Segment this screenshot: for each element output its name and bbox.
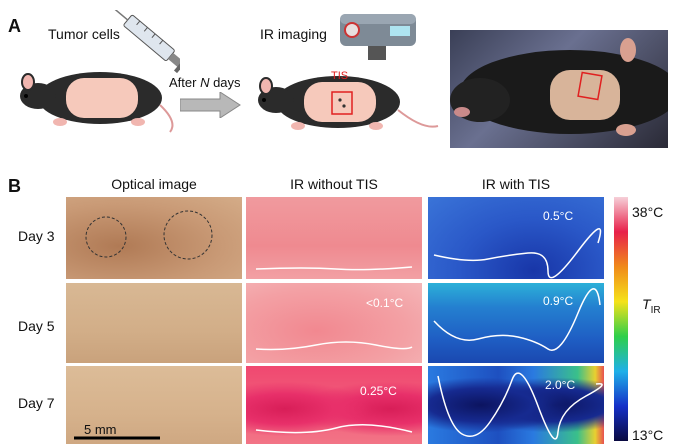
tumor-cells-label: Tumor cells bbox=[48, 26, 120, 42]
after-n-days-label: After N days bbox=[169, 75, 241, 90]
after-prefix: After bbox=[169, 75, 201, 90]
ir-without-tis-day5 bbox=[246, 283, 422, 363]
temperature-colorbar bbox=[614, 197, 628, 441]
mouse-with-syringe-illustration bbox=[20, 10, 180, 133]
optical-image-day3 bbox=[66, 197, 242, 279]
ir-without-tis-value-day5: <0.1°C bbox=[366, 296, 404, 310]
ir-with-tis-day7 bbox=[428, 366, 604, 444]
ir-with-tis-value-day7: 2.0°C bbox=[545, 378, 576, 392]
ir-without-tis-day7 bbox=[246, 366, 422, 444]
colorbar-var: T bbox=[642, 296, 651, 312]
after-var: N bbox=[200, 75, 210, 90]
scale-bar-label: 5 mm bbox=[84, 422, 117, 437]
colorbar-var-sub: IR bbox=[650, 304, 661, 316]
colorbar-min-label: 13°C bbox=[632, 427, 664, 443]
ir-without-tis-day3 bbox=[246, 197, 422, 279]
row-label-day7: Day 7 bbox=[18, 395, 55, 411]
mouse-photo bbox=[450, 30, 668, 148]
ir-with-tis-day5 bbox=[428, 283, 604, 363]
optical-image-day5 bbox=[66, 283, 242, 363]
optical-image-day7 bbox=[66, 366, 242, 444]
after-suffix: days bbox=[209, 75, 241, 90]
panel-a-letter: A bbox=[8, 16, 21, 36]
colorbar-variable-label: TIR bbox=[642, 296, 661, 316]
panel-b-letter: B bbox=[8, 176, 21, 196]
column-header-optical: Optical image bbox=[111, 176, 197, 192]
ir-camera-icon bbox=[340, 14, 416, 60]
ir-with-tis-value-day3: 0.5°C bbox=[543, 209, 574, 223]
ir-without-tis-value-day7: 0.25°C bbox=[360, 384, 397, 398]
ir-with-tis-value-day5: 0.9°C bbox=[543, 294, 574, 308]
column-header-ir-with-tis: IR with TIS bbox=[481, 176, 551, 192]
row-label-day5: Day 5 bbox=[18, 318, 55, 334]
ir-imaging-label: IR imaging bbox=[260, 26, 327, 42]
right-arrow-icon bbox=[180, 92, 241, 118]
column-header-ir-without-tis: IR without TIS bbox=[290, 176, 378, 192]
row-label-day3: Day 3 bbox=[18, 228, 55, 244]
mouse-with-tis-illustration bbox=[258, 76, 439, 130]
colorbar-max-label: 38°C bbox=[632, 204, 664, 220]
tis-label: TIS bbox=[331, 70, 349, 82]
ir-with-tis-day3 bbox=[428, 197, 604, 279]
